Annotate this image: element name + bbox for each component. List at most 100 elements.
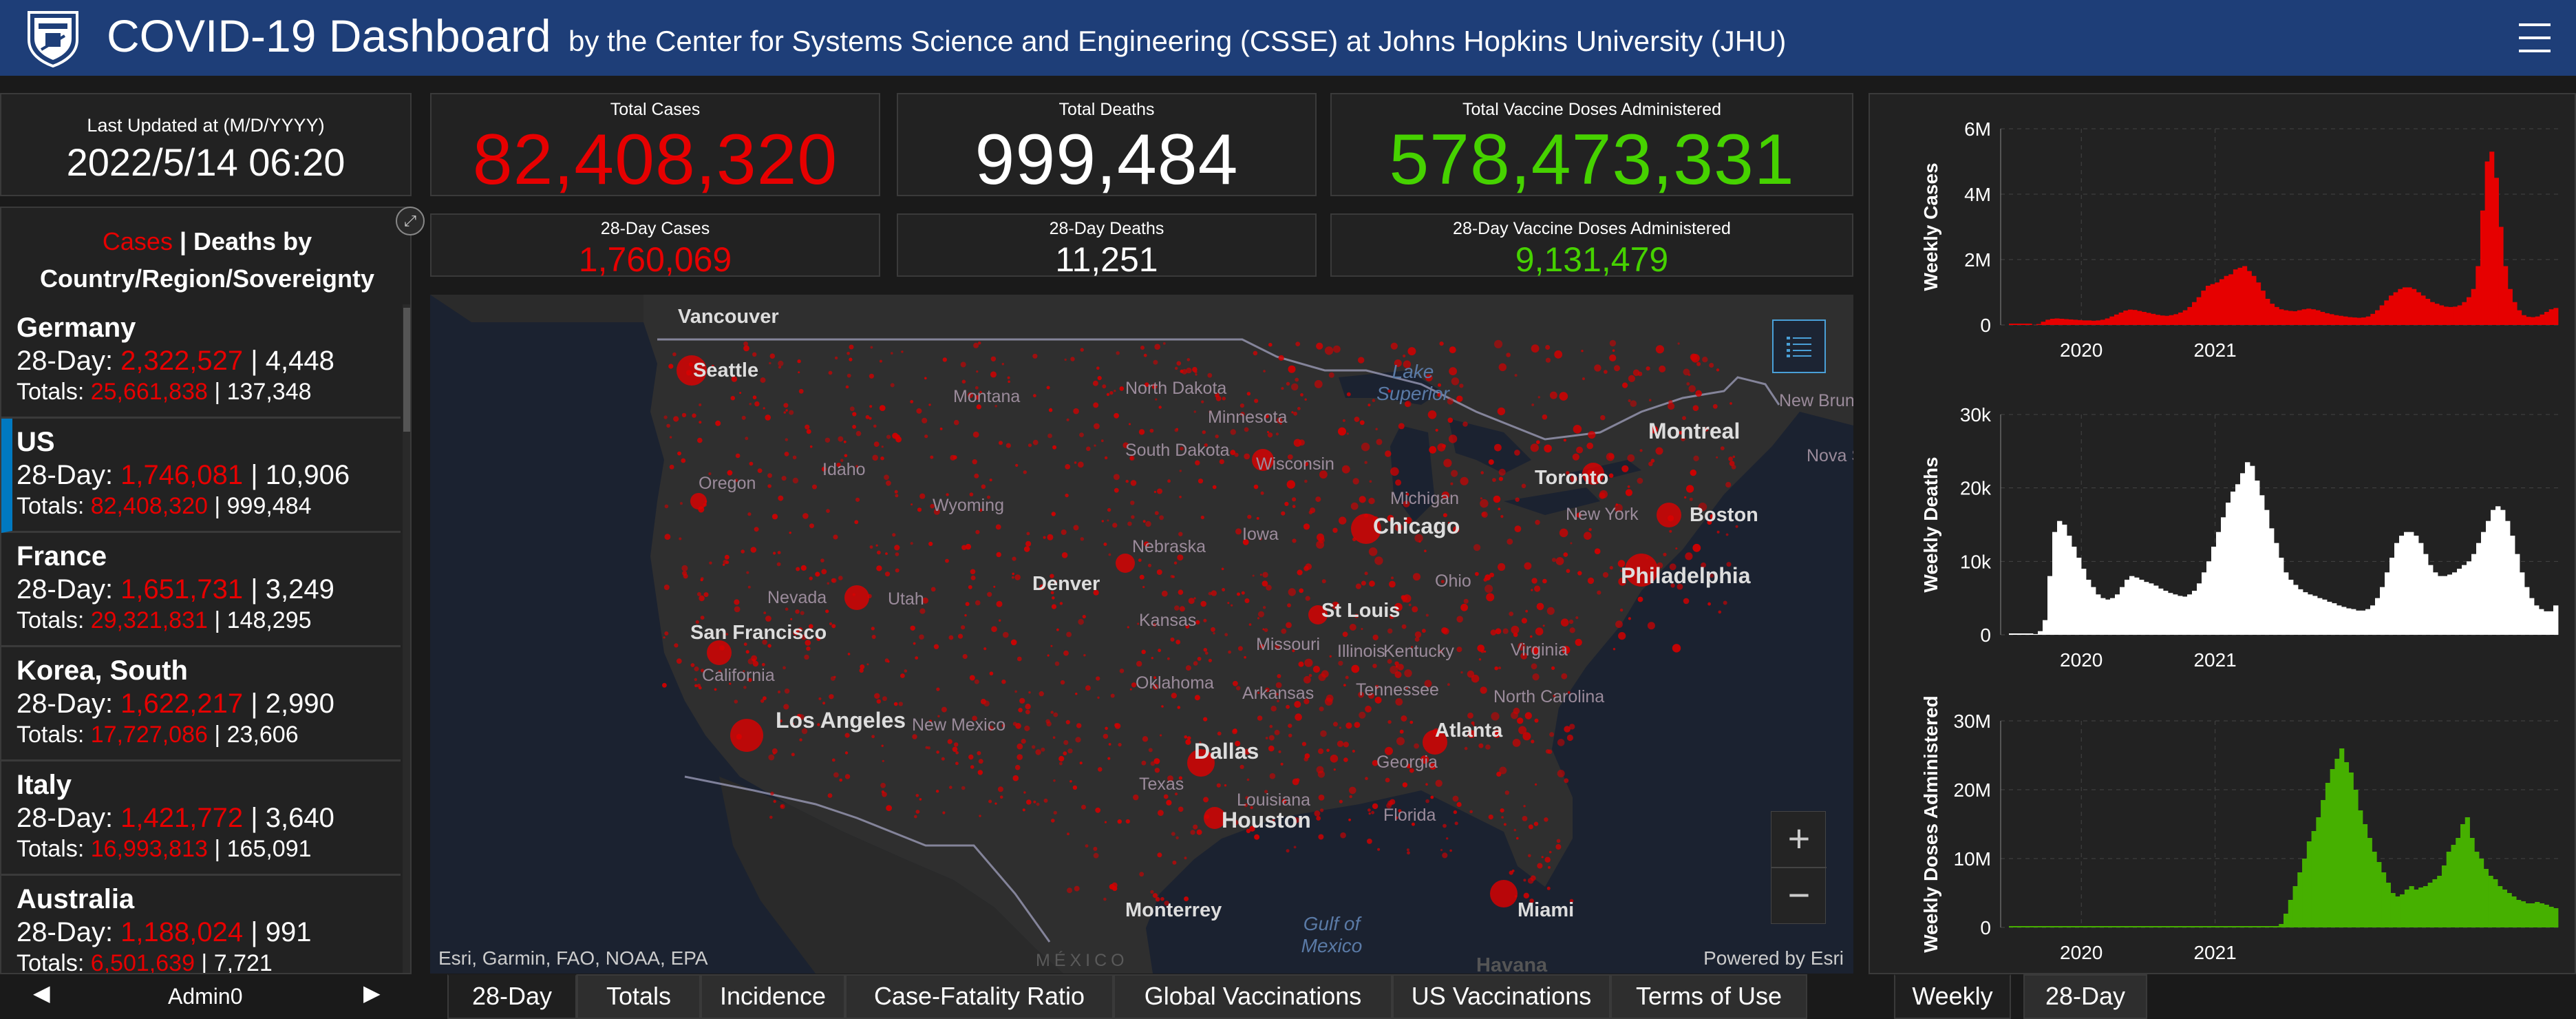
case-dot [1267, 432, 1273, 438]
expand-icon[interactable]: ⤢ [396, 207, 425, 235]
case-dot [1254, 399, 1259, 403]
tab-incidence[interactable]: Incidence [701, 974, 845, 1019]
tab-case-fatality-ratio[interactable]: Case-Fatality Ratio [845, 974, 1114, 1019]
case-dot [1301, 742, 1306, 746]
case-dot [812, 484, 817, 490]
case-dot [1484, 650, 1487, 653]
case-dot [1368, 693, 1374, 699]
zoom-in-button[interactable]: + [1771, 812, 1827, 868]
chart-bar [2306, 308, 2312, 325]
case-dot [1398, 809, 1402, 813]
chart-bar [2460, 824, 2466, 927]
case-dot [969, 492, 974, 496]
case-dot [1394, 523, 1403, 532]
case-dot [1609, 354, 1617, 361]
zoom-out-button[interactable]: − [1787, 873, 1811, 916]
day28-deaths-panel: 28-Day Deaths 11,251 [897, 213, 1317, 279]
scrollbar-thumb[interactable] [403, 308, 410, 432]
case-dot [1235, 528, 1242, 535]
case-dot [1114, 723, 1121, 729]
case-dot [1288, 733, 1292, 737]
case-dot [1535, 627, 1544, 635]
case-dot [955, 761, 959, 766]
case-dot [1093, 589, 1099, 596]
chart-bar [2250, 926, 2256, 927]
chart-bar [2178, 596, 2183, 635]
country-total-deaths: 23,606 [226, 722, 299, 748]
prev-arrow-icon[interactable]: ◀ [33, 980, 50, 1005]
case-dot [1320, 808, 1324, 812]
legend-list-icon[interactable] [1772, 319, 1826, 373]
case-dot [1531, 344, 1540, 353]
country-list[interactable]: Germany 28-Day: 2,322,527 | 4,448 Totals: … [1, 304, 401, 973]
us-map-canvas[interactable] [430, 295, 1853, 974]
case-dot [1054, 661, 1060, 666]
case-dot [1492, 729, 1501, 738]
case-dot [773, 551, 776, 555]
chart-bar [2205, 286, 2211, 325]
case-dot [1523, 892, 1529, 899]
hotspot-dot [1204, 807, 1226, 829]
case-dot [1139, 574, 1145, 580]
case-dot [1438, 649, 1443, 653]
case-dot [1194, 695, 1200, 701]
country-28day-cases: 1,421,772 [120, 803, 244, 833]
tab-28-day[interactable]: 28-Day [447, 974, 577, 1019]
case-dot [1014, 690, 1017, 693]
case-dot [1472, 724, 1475, 726]
case-dot [1669, 529, 1672, 533]
case-dot [1514, 374, 1518, 377]
case-dot [1192, 366, 1197, 372]
list-item[interactable]: Italy 28-Day: 1,421,772 | 3,640 Totals: 16… [1, 761, 401, 876]
case-dot [1186, 358, 1191, 361]
tab-terms-of-use[interactable]: Terms of Use [1610, 974, 1807, 1019]
country-list-scrollbar[interactable] [403, 304, 410, 973]
list-item[interactable]: US 28-Day: 1,746,081 | 10,906 Totals: 82,4… [1, 419, 401, 533]
tab-global-vaccinations[interactable]: Global Vaccinations [1114, 974, 1392, 1019]
chart-tab-28-day[interactable]: 28-Day [2023, 974, 2147, 1019]
chart-bar [2255, 481, 2260, 635]
case-dot [1489, 572, 1494, 578]
next-arrow-icon[interactable]: ▶ [363, 980, 381, 1005]
chart-bar [2429, 302, 2435, 325]
chart-tab-weekly[interactable]: Weekly [1894, 974, 2011, 1019]
case-dot [1303, 675, 1311, 684]
hamburger-menu-icon[interactable] [2519, 23, 2551, 52]
case-dot [1047, 433, 1052, 439]
case-dot [1167, 657, 1170, 660]
powered-by-esri[interactable]: Powered by Esri [1703, 947, 1844, 969]
case-dot [681, 565, 688, 571]
list-item[interactable]: Germany 28-Day: 2,322,527 | 4,448 Totals: … [1, 304, 401, 419]
case-dot [1222, 588, 1226, 591]
list-item[interactable]: France 28-Day: 1,651,731 | 3,249 Totals: 2… [1, 533, 401, 647]
case-dot [1193, 597, 1196, 600]
case-dot [1069, 780, 1072, 783]
chart-bar [2014, 633, 2019, 635]
case-dot [1155, 398, 1158, 401]
case-dot [1213, 632, 1215, 635]
case-dot [1394, 602, 1403, 611]
list-item[interactable]: Korea, South 28-Day: 1,622,217 | 2,990 Tot… [1, 647, 401, 761]
case-dot [869, 417, 872, 420]
chart-bar [2409, 532, 2414, 635]
chart-bar [2516, 900, 2522, 927]
case-dot [804, 654, 809, 660]
case-dot [1452, 795, 1459, 802]
tab-totals[interactable]: Totals [577, 974, 701, 1019]
case-dot [1036, 802, 1040, 806]
chart-bar [2394, 543, 2400, 635]
list-item[interactable]: Australia 28-Day: 1,188,024 | 991 Totals: … [1, 876, 401, 973]
case-dot [1145, 382, 1149, 387]
case-dot [781, 476, 787, 481]
case-dot [994, 405, 997, 408]
hotspot-dot [1252, 449, 1274, 471]
case-dot [1391, 576, 1394, 580]
case-dot [1524, 562, 1532, 570]
tab-us-vaccinations[interactable]: US Vaccinations [1392, 974, 1610, 1019]
chart-bar [2441, 865, 2447, 927]
map-view[interactable]: Montana North Dakota Minnesota South Dakota… [430, 295, 1853, 974]
chart-bar [2082, 320, 2087, 325]
chart-bar [2498, 227, 2504, 325]
row-prefix: Totals: [17, 379, 91, 405]
chart-bar [2221, 517, 2226, 635]
